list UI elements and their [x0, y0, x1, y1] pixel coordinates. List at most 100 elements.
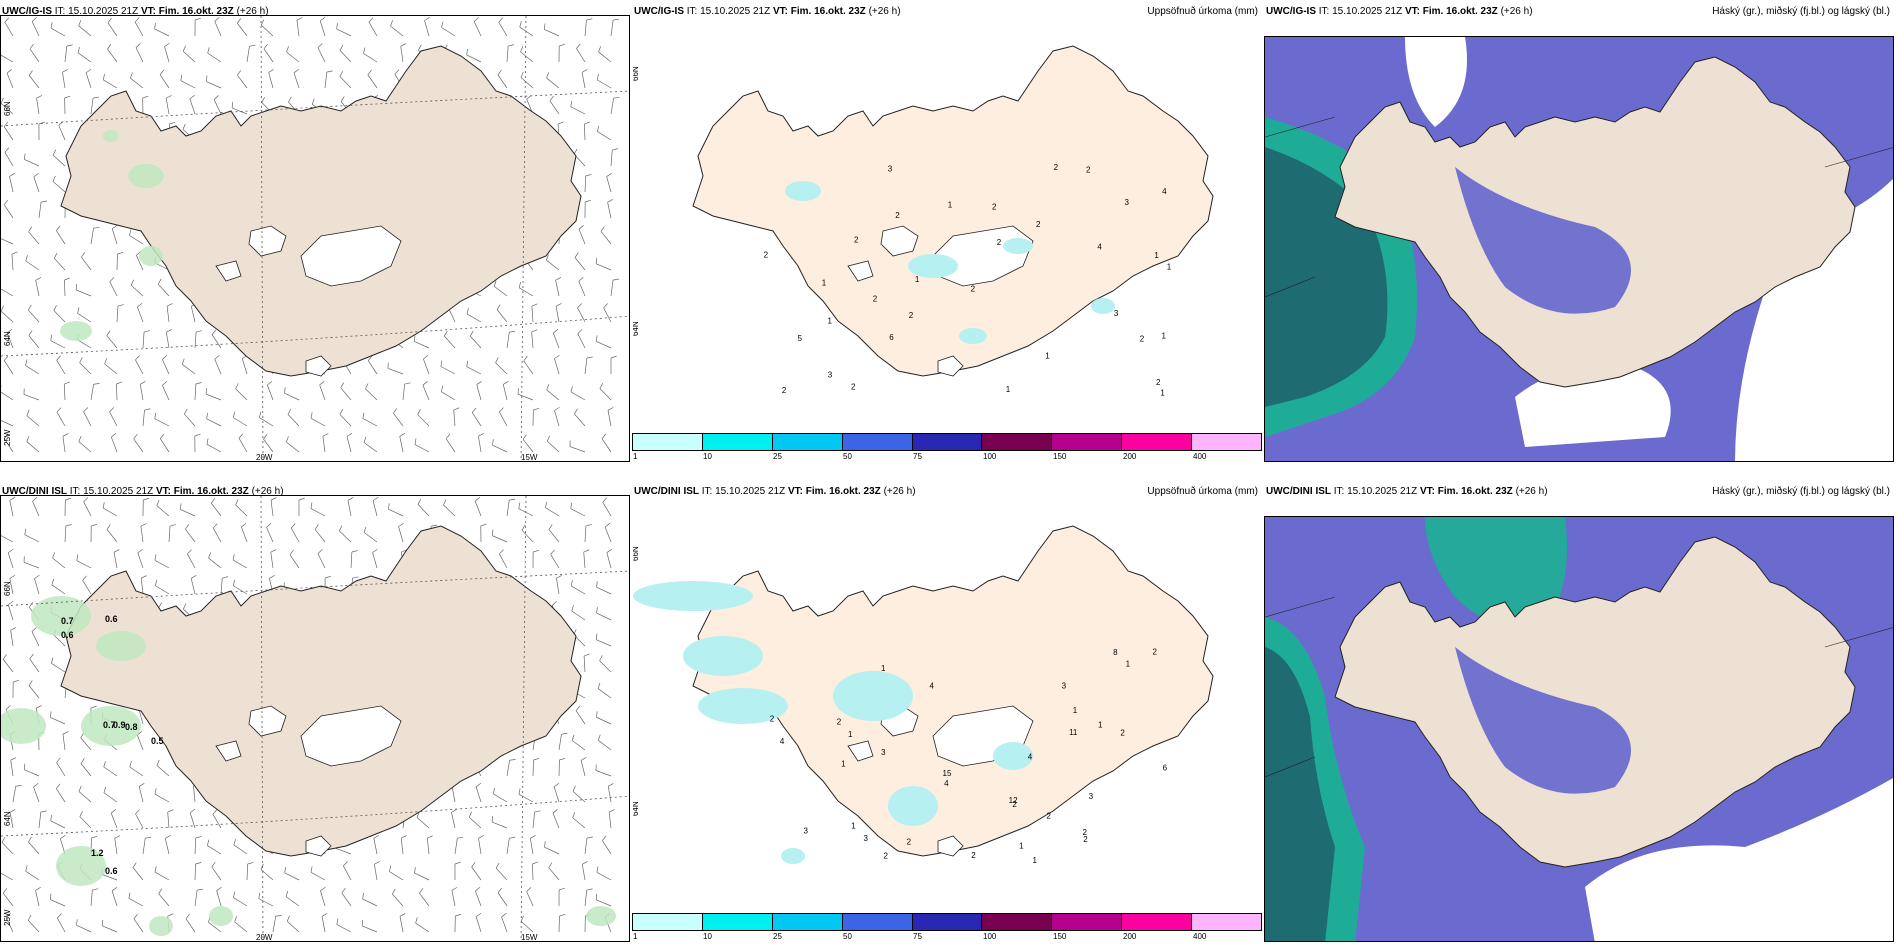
panel-cloud-top: UWC/IG-IS IT: 15.10.2025 21Z VT: Fim. 16…	[1264, 0, 1894, 465]
cloud-map	[1264, 516, 1894, 942]
colorbar-label: 400	[1193, 932, 1207, 941]
panel-precip-top: UWC/IG-IS IT: 15.10.2025 21Z VT: Fim. 16…	[632, 0, 1262, 465]
wind-map: 20W 15W 66N 64N 25W	[0, 15, 630, 462]
colorbar-segment	[1122, 914, 1193, 930]
precip-value-label: 1	[1160, 389, 1165, 398]
wind-map-canvas: 0.7 0.60.60.70.9 0.80.51.20.6	[1, 496, 629, 941]
precip-value-label: 4	[1162, 187, 1167, 196]
precip-value-label: 3	[828, 371, 833, 380]
lat-label-64n: 64N	[632, 321, 640, 336]
colorbar-segment	[912, 434, 983, 450]
precip-value-label: 6	[889, 333, 894, 342]
precip-title: Uppsöfnuð úrkoma (mm)	[1147, 6, 1258, 17]
colorbar-label: 400	[1193, 452, 1207, 461]
wind-value-label: 0.8	[125, 722, 138, 732]
panel-title: UWC/IG-IS IT: 15.10.2025 21Z VT: Fim. 16…	[634, 6, 901, 17]
precip-value-label: 2	[854, 236, 859, 245]
colorbar-label: 25	[773, 452, 782, 461]
lat-label-64n: 64N	[3, 331, 12, 346]
colorbar-segment	[842, 914, 913, 930]
panel-title: UWC/IG-IS IT: 15.10.2025 21Z VT: Fim. 16…	[1266, 6, 1533, 17]
precip-value-label: 2	[992, 203, 997, 212]
precip-value-label: 1	[822, 279, 827, 288]
precip-value-label: 1	[1032, 856, 1037, 865]
precip-colorbar	[632, 433, 1262, 451]
colorbar-label: 25	[773, 932, 782, 941]
colorbar-segment	[772, 434, 843, 450]
colorbar-label: 50	[843, 452, 852, 461]
precip-value-label: 2	[883, 852, 888, 861]
precip-value-label: 3	[1114, 309, 1119, 318]
colorbar-segment	[842, 434, 913, 450]
precip-value-label: 8	[1113, 648, 1118, 657]
colorbar-labels: 1 10 25 50 75 100 150 200 400	[632, 452, 1262, 462]
wind-value-label: 0.7	[61, 616, 74, 626]
precip-value-label: 1	[1154, 251, 1159, 260]
precip-value-label: 4	[1097, 242, 1102, 251]
precip-value-label: 1	[1098, 720, 1103, 729]
colorbar-segment	[1192, 434, 1262, 450]
panel-title: UWC/IG-IS IT: 15.10.2025 21Z VT: Fim. 16…	[2, 6, 269, 17]
precip-value-label: 1	[948, 200, 953, 209]
precip-value-label: 2	[1054, 163, 1059, 172]
colorbar-label: 200	[1123, 932, 1137, 941]
precip-value-label: 2	[1156, 378, 1161, 387]
wind-value-label: 0.6	[105, 866, 118, 876]
wind-value-label: 0.5	[151, 736, 164, 746]
precip-value-label: 11	[1069, 728, 1078, 737]
precip-value-label: 2	[837, 718, 842, 727]
precip-value-label: 5	[797, 334, 802, 343]
colorbar-label: 200	[1123, 452, 1137, 461]
colorbar-labels: 1 10 25 50 75 100 150 200 400	[632, 932, 1262, 942]
precip-value-label: 1	[1045, 352, 1050, 361]
lat-label-64n: 64N	[632, 801, 640, 816]
precip-value-label: 2	[1036, 220, 1041, 229]
colorbar-segment	[912, 914, 983, 930]
colorbar-segment	[772, 914, 843, 930]
precip-value-label: 12	[1009, 796, 1018, 805]
lat-label-64n: 64N	[3, 811, 12, 826]
panel-wind-top: UWC/IG-IS IT: 15.10.2025 21Z VT: Fim. 16…	[0, 0, 630, 465]
lat-label-25w: 25W	[3, 429, 12, 446]
precip-value-label: 3	[804, 826, 809, 835]
precip-value-label: 1	[915, 275, 920, 284]
cloud-map	[1264, 36, 1894, 462]
wind-value-label: 0.6	[61, 630, 74, 640]
colorbar-label: 100	[983, 932, 997, 941]
precip-value-label: 1	[1167, 262, 1172, 271]
precip-value-label: 2	[1086, 166, 1091, 175]
precip-value-label: 2	[1012, 800, 1017, 809]
precip-value-label: 2	[895, 211, 900, 220]
colorbar-label: 75	[913, 932, 922, 941]
colorbar-label: 1	[633, 932, 638, 941]
precip-value-label: 3	[881, 748, 886, 757]
colorbar-label: 10	[703, 932, 712, 941]
colorbar-segment	[1192, 914, 1262, 930]
precip-value-label: 3	[1089, 792, 1094, 801]
lon-label-20w: 20W	[256, 453, 273, 462]
lat-label-66n: 66N	[632, 66, 640, 81]
precip-value-label: 2	[770, 715, 775, 724]
wind-value-label: 0.9	[113, 720, 126, 730]
precip-value-label: 2	[971, 851, 976, 860]
lon-label-15w: 15W	[521, 453, 538, 462]
precip-value-label: 4	[780, 737, 785, 746]
colorbar-segment	[1052, 434, 1123, 450]
colorbar-label: 50	[843, 932, 852, 941]
panel-precip-bottom: UWC/DINI ISL IT: 15.10.2025 21Z VT: Fim.…	[632, 480, 1262, 945]
precip-value-label: 2	[873, 294, 878, 303]
colorbar-segment	[982, 914, 1053, 930]
lon-label-20w: 20W	[256, 933, 273, 942]
precip-value-label: 1	[1126, 659, 1131, 668]
precip-value-label: 2	[782, 386, 787, 395]
colorbar-label: 10	[703, 452, 712, 461]
precip-value-label: 2	[851, 383, 856, 392]
precip-value-label: 3	[1062, 682, 1067, 691]
precip-value-label: 1	[841, 759, 846, 768]
precip-value-label: 2	[997, 238, 1002, 247]
cloud-map-canvas	[1265, 517, 1893, 941]
wind-map-canvas	[1, 16, 629, 461]
precip-colorbar	[632, 913, 1262, 931]
